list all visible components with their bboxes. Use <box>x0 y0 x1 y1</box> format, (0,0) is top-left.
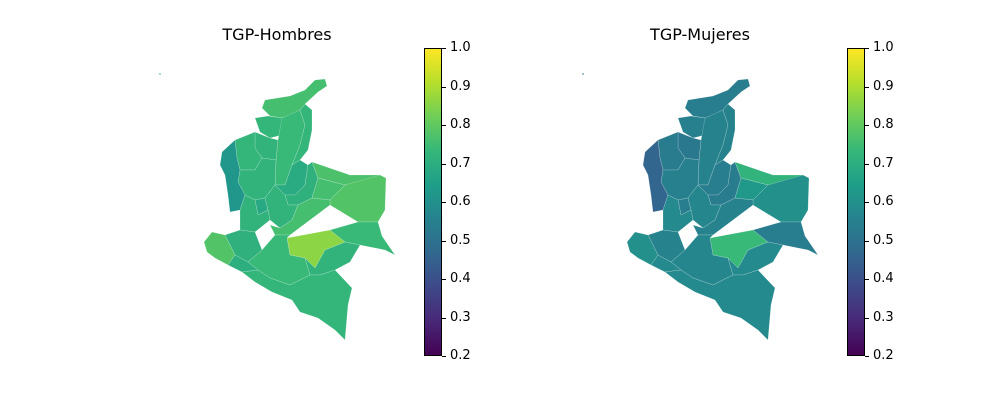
colorbar-tickmark <box>865 125 869 126</box>
department-region-amazonas <box>664 269 776 341</box>
department-region-amazonas <box>241 269 353 341</box>
colorbar-tick-label: 0.8 <box>450 117 471 132</box>
department-region-caqueta <box>670 234 734 286</box>
department-region-norte-santander <box>291 103 313 166</box>
colorbar-tick-label: 0.4 <box>873 271 894 286</box>
colorbar-tick-label: 1.0 <box>450 40 471 55</box>
colombia-map <box>159 73 396 341</box>
colorbar-tick-label: 0.2 <box>873 348 894 363</box>
colorbar-tickmark <box>865 241 869 242</box>
colorbar-tickmark <box>442 279 446 280</box>
colorbar-tickmark <box>442 164 446 165</box>
colorbar-tick-label: 0.6 <box>873 194 894 209</box>
colorbar-tickmark <box>865 356 869 357</box>
department-region-putumayo <box>650 254 682 273</box>
map-regions <box>582 73 819 341</box>
colorbar-tick-label: 0.3 <box>450 310 471 325</box>
colorbar-tick-label: 0.3 <box>873 310 894 325</box>
map-regions <box>159 73 396 341</box>
colorbar-tickmark <box>442 318 446 319</box>
colorbar-tickmark <box>442 125 446 126</box>
colorbar-tickmark <box>865 318 869 319</box>
colorbar-tickmark <box>442 241 446 242</box>
island-region <box>582 73 584 75</box>
colorbar-tick-label: 0.5 <box>873 233 894 248</box>
colorbar-tickmark <box>865 164 869 165</box>
colorbar-tick-label: 0.4 <box>450 271 471 286</box>
department-region-putumayo <box>227 254 259 273</box>
colorbar-tick-label: 0.9 <box>873 79 894 94</box>
department-region-north <box>261 78 328 119</box>
colorbar-tick-label: 0.7 <box>450 156 471 171</box>
colorbar-tickmark <box>442 87 446 88</box>
colorbar-tickmark <box>865 48 869 49</box>
department-region-norte-santander <box>714 103 736 166</box>
map-title: TGP-Hombres <box>222 25 332 44</box>
colorbar-tick-label: 0.7 <box>873 156 894 171</box>
colorbar-tick-label: 0.8 <box>873 117 894 132</box>
colorbar-tick-label: 0.9 <box>450 79 471 94</box>
colorbar <box>847 48 865 356</box>
colorbar-tick-label: 0.6 <box>450 194 471 209</box>
department-region-meta <box>269 197 331 236</box>
colorbar-tickmark <box>442 202 446 203</box>
island-region <box>159 73 161 75</box>
colorbar <box>424 48 442 356</box>
colorbar-tickmark <box>865 87 869 88</box>
colorbar-tick-label: 0.2 <box>450 348 471 363</box>
map-title: TGP-Mujeres <box>650 25 750 44</box>
map-panel-hombres: TGP-Hombres 1.0 0.9 0.8 0.7 0.6 0.5 0.4 0.3 0.2 <box>159 25 471 363</box>
colorbar-tickmark <box>442 48 446 49</box>
colorbar-tickmark <box>865 202 869 203</box>
department-region-meta <box>692 197 754 236</box>
colorbar-tickmark <box>442 356 446 357</box>
department-region-north <box>684 78 751 119</box>
colorbar-tickmark <box>865 279 869 280</box>
colorbar-tick-label: 0.5 <box>450 233 471 248</box>
department-region-caqueta <box>247 234 311 286</box>
colorbar-tick-label: 1.0 <box>873 40 894 55</box>
